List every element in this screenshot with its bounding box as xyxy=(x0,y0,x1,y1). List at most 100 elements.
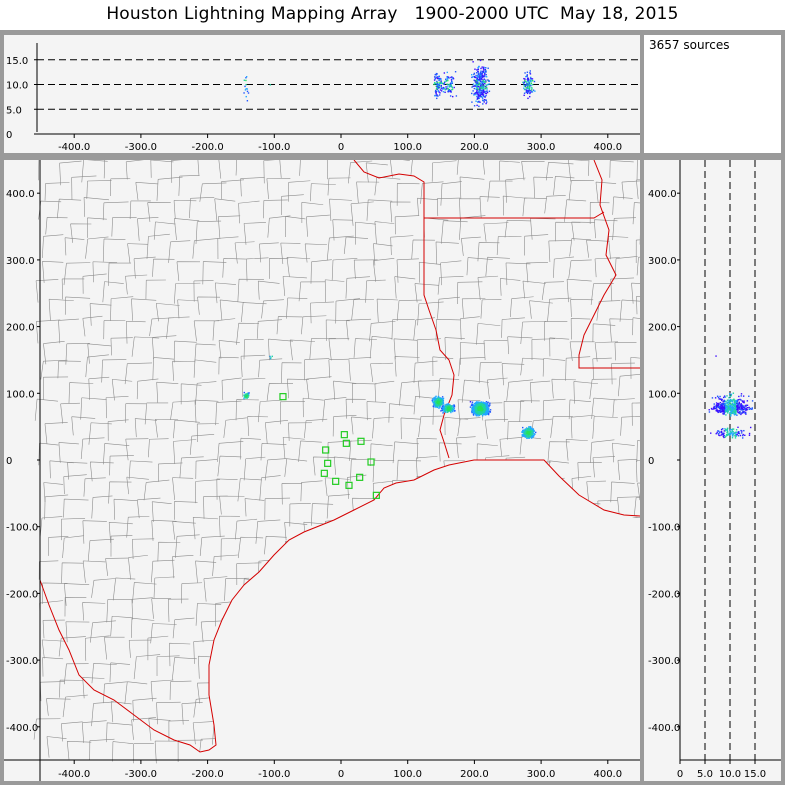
county-line xyxy=(109,455,134,476)
county-line xyxy=(280,242,301,265)
source-point-top xyxy=(526,78,528,81)
source-point-plan xyxy=(484,411,487,413)
source-point-right xyxy=(721,398,723,401)
source-point-right xyxy=(737,426,739,429)
source-point-top xyxy=(480,91,482,93)
source-point-plan xyxy=(480,410,483,413)
county-line xyxy=(352,383,377,404)
source-point-right xyxy=(724,403,727,405)
county-line xyxy=(399,380,422,406)
source-point-top xyxy=(474,92,477,94)
county-line xyxy=(483,340,508,361)
source-point-right xyxy=(721,407,723,410)
source-point-top xyxy=(477,79,479,82)
source-point-top xyxy=(483,91,485,93)
source-point-right xyxy=(741,407,743,410)
county-line xyxy=(388,403,414,423)
source-point-plan xyxy=(483,404,485,406)
x-tick-label: 300.0 xyxy=(527,769,556,780)
source-point-plan xyxy=(434,403,436,405)
source-point-top xyxy=(437,90,439,92)
source-point-top xyxy=(246,90,249,93)
source-point-right xyxy=(732,406,734,408)
county-line xyxy=(58,442,79,463)
source-point-plan xyxy=(435,406,437,408)
source-point-plan xyxy=(530,428,533,430)
source-point-plan xyxy=(480,409,483,411)
county-line xyxy=(312,456,336,476)
county-line xyxy=(133,256,156,279)
county-line xyxy=(174,282,201,304)
source-point-plan xyxy=(443,410,446,413)
source-point-right xyxy=(729,414,732,416)
county-line xyxy=(459,176,485,199)
county-line xyxy=(156,176,183,201)
county-line xyxy=(460,316,480,340)
county-line xyxy=(219,495,245,515)
source-point-top xyxy=(443,82,445,85)
source-point-top xyxy=(438,86,440,89)
source-point-right xyxy=(734,431,736,434)
county-line xyxy=(193,359,217,378)
county-line xyxy=(63,262,91,286)
source-point-right xyxy=(729,432,732,435)
county-line xyxy=(44,182,70,201)
source-point-top xyxy=(471,101,473,103)
source-point-plan xyxy=(523,433,526,435)
county-line xyxy=(526,262,548,283)
source-point-right xyxy=(722,400,724,403)
source-point-right xyxy=(741,406,743,409)
source-point-plan xyxy=(486,408,488,411)
source-point-plan xyxy=(437,399,440,401)
county-line xyxy=(257,280,280,300)
source-point-plan xyxy=(485,406,487,409)
county-line xyxy=(214,282,236,304)
source-point-right xyxy=(743,429,745,432)
county-line xyxy=(181,701,203,725)
source-point-top xyxy=(453,86,455,89)
source-point-plan xyxy=(446,409,449,411)
source-point-top xyxy=(525,81,528,83)
source-point-top xyxy=(436,80,438,83)
county-line xyxy=(289,339,316,361)
source-point-plan xyxy=(532,432,534,434)
source-point-plan xyxy=(245,396,247,398)
source-point-top xyxy=(481,94,483,96)
source-point-top xyxy=(449,85,451,87)
source-point-plan xyxy=(471,403,473,405)
source-point-top xyxy=(435,77,437,79)
source-point-right xyxy=(734,407,736,410)
source-point-top xyxy=(482,91,485,94)
source-point-plan xyxy=(482,411,484,414)
county-line xyxy=(48,298,74,321)
county-line xyxy=(196,423,219,442)
source-point-plan xyxy=(441,409,443,412)
source-point-right xyxy=(719,410,721,412)
source-point-right xyxy=(735,409,737,411)
source-point-right xyxy=(736,414,738,416)
source-point-right xyxy=(730,400,732,402)
source-point-plan xyxy=(479,413,481,415)
source-point-plan xyxy=(247,395,250,397)
source-point-top xyxy=(479,93,481,95)
source-point-top xyxy=(442,91,445,93)
county-line xyxy=(259,475,281,501)
county-line xyxy=(570,299,594,318)
county-line xyxy=(310,301,335,324)
county-line xyxy=(374,221,395,244)
source-point-plan xyxy=(528,429,531,432)
source-point-right xyxy=(735,435,737,437)
county-line xyxy=(372,460,395,483)
source-point-right xyxy=(716,395,719,397)
source-point-right xyxy=(717,405,719,408)
county-line xyxy=(264,497,291,520)
county-line xyxy=(87,538,114,562)
source-point-plan xyxy=(522,431,524,434)
county-line xyxy=(577,462,602,481)
source-point-top xyxy=(529,70,531,72)
county-line xyxy=(151,559,175,583)
county-line xyxy=(144,402,169,425)
county-line xyxy=(287,378,309,399)
county-line xyxy=(633,497,640,516)
source-point-plan xyxy=(529,435,531,437)
